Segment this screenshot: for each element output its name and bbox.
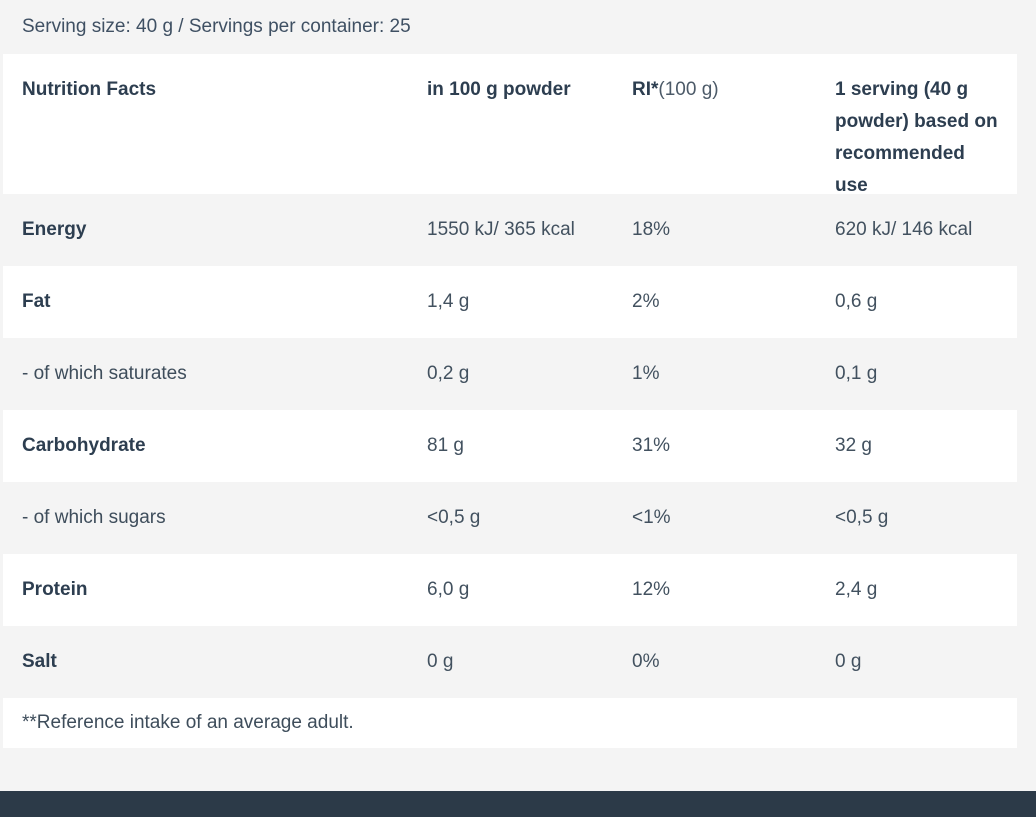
value-ri-percent: 31% bbox=[632, 435, 671, 456]
header-reference-intake: RI*(100 g) bbox=[632, 74, 835, 106]
nutrient-label: - of which saturates bbox=[22, 363, 187, 384]
nutrition-table: Nutrition Facts in 100 g powder RI*(100 … bbox=[3, 54, 1017, 748]
nutrient-label: - of which sugars bbox=[22, 507, 166, 528]
value-ri-percent: 18% bbox=[632, 219, 671, 240]
table-row-protein: Protein 6,0 g 12% 2,4 g bbox=[3, 554, 1017, 626]
nutrient-label: Salt bbox=[22, 651, 57, 672]
bottom-bar bbox=[0, 791, 1036, 817]
footnote-text: **Reference intake of an average adult. bbox=[22, 712, 354, 733]
header-ri-basis: (100 g) bbox=[658, 79, 719, 100]
value-per-100g: 6,0 g bbox=[427, 579, 470, 600]
value-ri-percent: 2% bbox=[632, 291, 660, 312]
header-per-serving: 1 serving (40 g powder) based on recomme… bbox=[835, 79, 998, 196]
table-row-energy: Energy 1550 kJ/ 365 kcal 18% 620 kJ/ 146… bbox=[3, 194, 1017, 266]
header-nutrition-facts: Nutrition Facts bbox=[22, 79, 157, 100]
table-row-salt: Salt 0 g 0% 0 g bbox=[3, 626, 1017, 698]
nutrient-label: Fat bbox=[22, 291, 51, 312]
nutrient-label: Protein bbox=[22, 579, 88, 600]
serving-info-bar: Serving size: 40 g / Servings per contai… bbox=[0, 0, 1036, 54]
value-per-serving: 0 g bbox=[835, 651, 862, 672]
nutrient-label: Carbohydrate bbox=[22, 435, 146, 456]
value-per-serving: 2,4 g bbox=[835, 579, 878, 600]
value-per-serving: 32 g bbox=[835, 435, 872, 456]
table-row-sugars: - of which sugars <0,5 g <1% <0,5 g bbox=[3, 482, 1017, 554]
nutrient-label: Energy bbox=[22, 219, 87, 240]
header-per-100g: in 100 g powder bbox=[427, 79, 571, 100]
value-per-serving: 620 kJ/ 146 kcal bbox=[835, 219, 973, 240]
header-ri-abbrev: RI* bbox=[632, 79, 659, 100]
value-ri-percent: 1% bbox=[632, 363, 660, 384]
value-ri-percent: 0% bbox=[632, 651, 660, 672]
value-per-100g: 81 g bbox=[427, 435, 464, 456]
value-per-100g: 0,2 g bbox=[427, 363, 470, 384]
value-ri-percent: <1% bbox=[632, 507, 671, 528]
table-footnote-row: **Reference intake of an average adult. bbox=[3, 698, 1017, 748]
table-row-fat: Fat 1,4 g 2% 0,6 g bbox=[3, 266, 1017, 338]
value-per-100g: 0 g bbox=[427, 651, 454, 672]
value-per-100g: 1550 kJ/ 365 kcal bbox=[427, 219, 575, 240]
table-header-row: Nutrition Facts in 100 g powder RI*(100 … bbox=[3, 54, 1017, 196]
value-per-serving: 0,6 g bbox=[835, 291, 878, 312]
serving-info-text: Serving size: 40 g / Servings per contai… bbox=[22, 16, 411, 37]
table-row-carbohydrate: Carbohydrate 81 g 31% 32 g bbox=[3, 410, 1017, 482]
value-ri-percent: 12% bbox=[632, 579, 671, 600]
table-row-saturates: - of which saturates 0,2 g 1% 0,1 g bbox=[3, 338, 1017, 410]
value-per-serving: 0,1 g bbox=[835, 363, 878, 384]
value-per-100g: <0,5 g bbox=[427, 507, 481, 528]
value-per-100g: 1,4 g bbox=[427, 291, 470, 312]
value-per-serving: <0,5 g bbox=[835, 507, 889, 528]
